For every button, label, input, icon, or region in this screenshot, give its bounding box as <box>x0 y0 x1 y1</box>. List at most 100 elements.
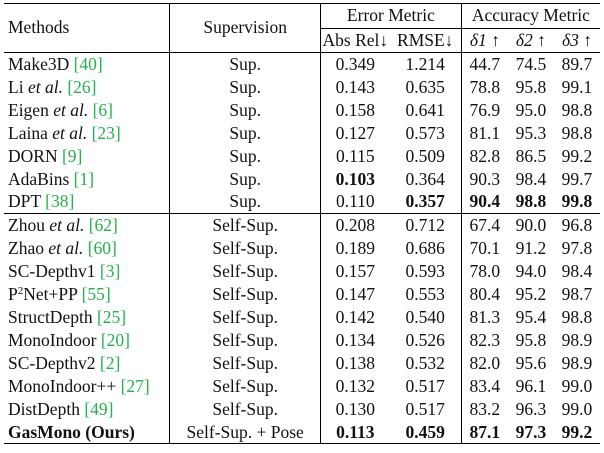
method-name: SC-Depthv2 <box>8 352 96 373</box>
delta1-cell: 82.3 <box>460 328 508 352</box>
table-row: Zhou et al. [62] Self-Sup. 0.208 0.712 67.4 9… <box>4 213 600 238</box>
table-row: AdaBins [1] Sup. 0.103 0.364 90.3 98.4 99.7 <box>4 167 600 191</box>
table-row: SC-Depthv1 [3] Self-Sup. 0.157 0.593 78.0 94.… <box>4 260 600 284</box>
rmse-cell: 0.364 <box>405 168 445 189</box>
table-row: Eigen et al. [6] Sup. 0.158 0.641 76.9 95.0 98… <box>4 98 600 122</box>
header-supervision: Supervision <box>169 3 321 53</box>
delta1-cell: 76.9 <box>460 98 508 122</box>
delta2-cell: 95.2 <box>515 284 547 305</box>
delta3-cell: 98.7 <box>561 284 593 305</box>
abs-rel-cell: 0.127 <box>319 121 390 145</box>
delta3-cell: 98.8 <box>561 306 593 327</box>
supervision-cell: Sup. <box>169 144 321 168</box>
citation-ref: [55] <box>81 284 111 305</box>
rmse-cell: 0.509 <box>405 145 445 166</box>
method-name: StructDepth <box>8 306 93 327</box>
delta2-cell: 95.0 <box>515 99 547 120</box>
rmse-cell: 1.214 <box>389 51 462 76</box>
abs-rel-cell: 0.130 <box>319 397 390 421</box>
method-etal: et al. <box>53 99 89 120</box>
header-rmse: RMSE↓ <box>397 29 454 50</box>
delta2-cell: 90.0 <box>507 213 554 238</box>
supervision-cell: Self-Sup. <box>169 283 321 306</box>
delta1-cell: 82.8 <box>460 144 508 168</box>
delta3-cell: 98.4 <box>561 261 593 282</box>
rmse-cell: 0.357 <box>405 191 445 212</box>
delta3-cell: 99.2 <box>553 420 600 445</box>
self-supervised-rows: Zhou et al. [62] Self-Sup. 0.208 0.712 67.4 9… <box>4 213 600 445</box>
delta2-cell: 91.2 <box>515 238 547 259</box>
delta3-cell: 98.8 <box>561 122 593 143</box>
method-name: DORN <box>8 145 58 166</box>
method-cell: P2Net+PP [55] <box>4 283 170 306</box>
delta2-cell: 96.1 <box>515 375 547 396</box>
method-cell: MonoIndoor++ [27] <box>4 375 170 398</box>
delta1-cell: 81.3 <box>460 305 508 329</box>
rmse-cell: 0.459 <box>389 420 462 445</box>
delta1-cell: 80.4 <box>460 283 508 306</box>
delta2-cell: 74.5 <box>507 51 554 76</box>
method-name: Zhou <box>8 215 45 236</box>
delta2-cell: 86.5 <box>515 145 547 166</box>
delta3-cell: 99.0 <box>561 375 593 396</box>
citation-ref: [26] <box>67 76 97 97</box>
citation-ref: [27] <box>120 375 150 396</box>
citation-ref: [2] <box>99 352 121 373</box>
supervision-cell: Self-Sup. <box>169 328 321 352</box>
delta2-cell: 94.0 <box>515 261 547 282</box>
method-cell: AdaBins [1] <box>4 168 170 191</box>
rmse-cell: 0.593 <box>405 261 445 282</box>
header-abs-rel: Abs Rel↓ <box>319 28 390 53</box>
supervision-cell: Sup. <box>169 121 321 145</box>
delta3-cell: 89.7 <box>553 51 600 76</box>
supervision-cell: Sup. <box>169 190 321 214</box>
method-name: Eigen <box>8 99 49 120</box>
abs-rel-cell: 0.132 <box>319 374 390 398</box>
supervision-cell: Sup. <box>169 75 321 99</box>
table-row: StructDepth [25] Self-Sup. 0.142 0.540 81.3 9… <box>4 305 600 329</box>
delta1-cell: 90.4 <box>460 190 508 214</box>
delta3-cell: 97.8 <box>561 238 593 259</box>
method-superscript: 2 <box>17 285 24 298</box>
citation-ref: [9] <box>61 145 83 166</box>
method-name-suffix: Net+PP <box>23 284 78 305</box>
delta3-cell: 98.9 <box>561 352 593 373</box>
supervision-cell: Self-Sup. <box>169 260 321 284</box>
supervision-cell: Self-Sup. <box>169 397 321 421</box>
citation-ref: [6] <box>92 99 113 120</box>
table-row: DistDepth [49] Self-Sup. 0.130 0.517 83.2 96.… <box>4 397 600 421</box>
supervision-cell: Sup. <box>169 51 321 76</box>
delta1-cell: 82.0 <box>460 351 508 375</box>
table-row: Zhao et al. [60] Self-Sup. 0.189 0.686 70.1 9… <box>4 237 600 261</box>
rmse-cell: 0.641 <box>405 99 445 120</box>
method-cell: DistDepth [49] <box>4 398 170 421</box>
method-name: AdaBins <box>8 168 70 189</box>
delta2-cell: 95.6 <box>515 352 547 373</box>
method-cell: Make3D [40] <box>4 51 170 76</box>
delta1-cell: 83.4 <box>460 374 508 398</box>
citation-ref: [25] <box>96 306 127 327</box>
delta2-cell: 95.3 <box>515 122 547 143</box>
rmse-cell: 0.635 <box>405 76 445 97</box>
method-name: MonoIndoor <box>8 329 97 350</box>
method-cell: Laina et al. [23] <box>4 122 170 145</box>
table-row: P2Net+PP [55] Self-Sup. 0.147 0.553 80.4 95.2… <box>4 283 600 306</box>
abs-rel-cell: 0.147 <box>319 283 390 306</box>
citation-ref: [1] <box>73 168 95 189</box>
method-cell: Li et al. [26] <box>4 76 170 99</box>
abs-rel-cell: 0.349 <box>319 51 390 76</box>
delta2-cell: 95.8 <box>515 76 547 97</box>
delta2-cell: 95.4 <box>515 306 547 327</box>
supervised-rows: Make3D [40] Sup. 0.349 1.214 44.7 74.5 89.7 Li … <box>4 51 600 214</box>
table-row: DORN [9] Sup. 0.115 0.509 82.8 86.5 99.2 <box>4 144 600 168</box>
method-etal: et al. <box>48 238 84 259</box>
table-row: Laina et al. [23] Sup. 0.127 0.573 81.1 95.3 9… <box>4 121 600 145</box>
table-row: MonoIndoor [20] Self-Sup. 0.134 0.526 82.3 95… <box>4 328 600 352</box>
header-delta2: δ2 ↑ <box>515 29 546 50</box>
method-etal: et al. <box>27 76 63 97</box>
header-delta3: δ3 ↑ <box>561 29 592 50</box>
delta1-cell: 83.2 <box>460 397 508 421</box>
method-name: SC-Depthv1 <box>8 261 96 282</box>
abs-rel-cell: 0.208 <box>319 213 390 238</box>
rmse-cell: 0.532 <box>405 352 445 373</box>
